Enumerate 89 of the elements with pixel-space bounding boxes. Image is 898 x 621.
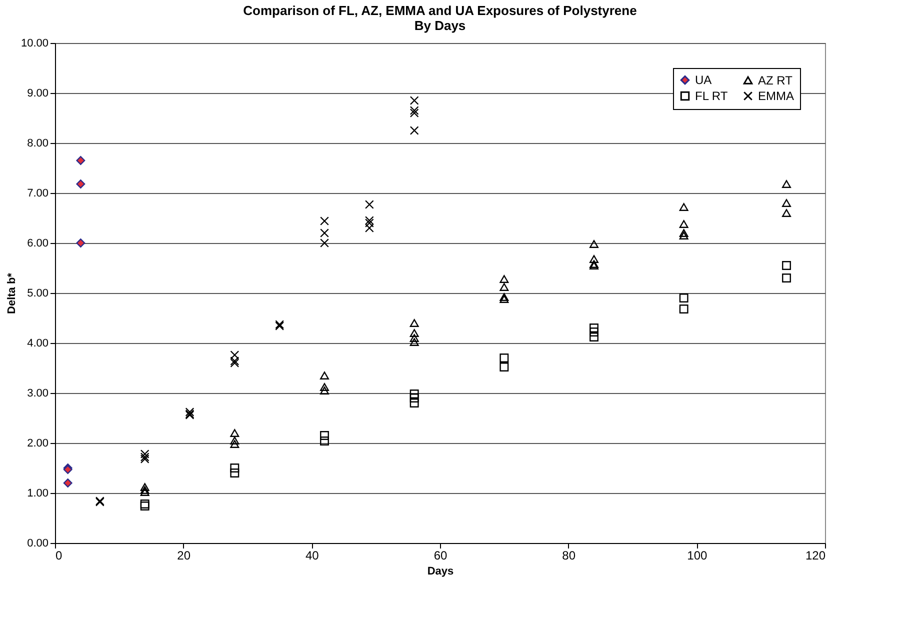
- y-axis-title: Delta b*: [6, 272, 18, 314]
- y-tick-label: 8.00: [27, 138, 48, 150]
- x-axis-title: Days: [427, 566, 454, 578]
- point: [320, 383, 329, 391]
- point: [230, 358, 240, 368]
- y-tick-label: 7.00: [27, 188, 48, 200]
- x-tick-label: 80: [562, 548, 576, 562]
- point: [76, 238, 86, 248]
- point: [679, 294, 688, 302]
- point: [320, 431, 329, 440]
- point: [320, 372, 329, 380]
- chart-title: Comparison of FL, AZ, EMMA and UA Exposures of Polystyrene By Days: [243, 3, 637, 33]
- point: [140, 502, 150, 510]
- point: [320, 386, 329, 394]
- point: [410, 106, 419, 115]
- point: [590, 328, 598, 336]
- point: [500, 362, 509, 372]
- point: [410, 334, 419, 342]
- point: [364, 218, 374, 228]
- point: [500, 295, 509, 303]
- point: [679, 229, 688, 237]
- y-tick-label: 9.00: [27, 88, 48, 100]
- point: [590, 255, 598, 263]
- point: [782, 261, 791, 270]
- point: [410, 338, 419, 346]
- x-tick-label: 0: [56, 548, 62, 562]
- point: [140, 452, 150, 462]
- point: [76, 180, 86, 188]
- y-tick-label: 4.00: [27, 338, 48, 350]
- point: [230, 464, 240, 472]
- x-tick-label: 100: [687, 548, 708, 562]
- y-tick-label: 1.00: [27, 488, 48, 500]
- point: [140, 500, 150, 508]
- point: [320, 238, 329, 248]
- legend-label: AZ RT: [758, 73, 794, 88]
- point: [679, 220, 688, 228]
- point: [410, 390, 419, 398]
- legend-label: EMMA: [758, 89, 794, 103]
- point: [782, 274, 791, 282]
- point: [364, 224, 374, 232]
- point: [679, 232, 688, 240]
- point: [590, 324, 598, 332]
- y-tick-label: 2.00: [27, 438, 48, 450]
- point: [410, 398, 419, 408]
- legend-label: FL RT: [695, 89, 728, 103]
- point: [320, 216, 329, 226]
- point: [410, 126, 419, 135]
- point: [679, 304, 688, 314]
- point: [364, 200, 374, 209]
- point: [410, 319, 419, 327]
- point: [679, 203, 688, 211]
- point: [500, 275, 509, 283]
- point: [500, 293, 509, 301]
- point: [410, 329, 419, 337]
- y-tick-label: 6.00: [27, 238, 48, 250]
- point: [410, 96, 419, 105]
- y-tick-label: 3.00: [27, 388, 48, 400]
- point: [140, 488, 150, 496]
- x-tick-label: 20: [177, 548, 191, 562]
- point: [140, 486, 150, 494]
- point: [364, 216, 374, 225]
- point: [782, 180, 791, 188]
- y-tick-label: 5.00: [27, 288, 48, 300]
- point: [63, 478, 72, 488]
- y-tick-label: 10.00: [20, 38, 48, 50]
- point: [230, 440, 240, 448]
- point: [320, 436, 329, 446]
- point: [410, 394, 419, 402]
- point: [500, 354, 509, 362]
- x-tick-label: 60: [434, 548, 448, 562]
- x-tick-label: 40: [305, 548, 320, 562]
- point: [500, 283, 509, 291]
- point: [140, 450, 150, 458]
- x-tick-label: 120: [805, 548, 826, 562]
- point: [320, 228, 329, 238]
- point: [140, 483, 150, 491]
- legend-label: UA: [695, 73, 712, 88]
- point: [590, 332, 598, 342]
- point: [782, 209, 791, 217]
- point: [410, 108, 419, 118]
- point: [230, 350, 240, 360]
- point: [76, 156, 86, 165]
- point: [230, 429, 240, 437]
- y-tick-label: 0.00: [27, 538, 48, 550]
- point: [230, 468, 240, 478]
- point: [782, 199, 791, 207]
- point: [230, 356, 240, 366]
- point: [590, 240, 598, 248]
- point: [230, 436, 240, 444]
